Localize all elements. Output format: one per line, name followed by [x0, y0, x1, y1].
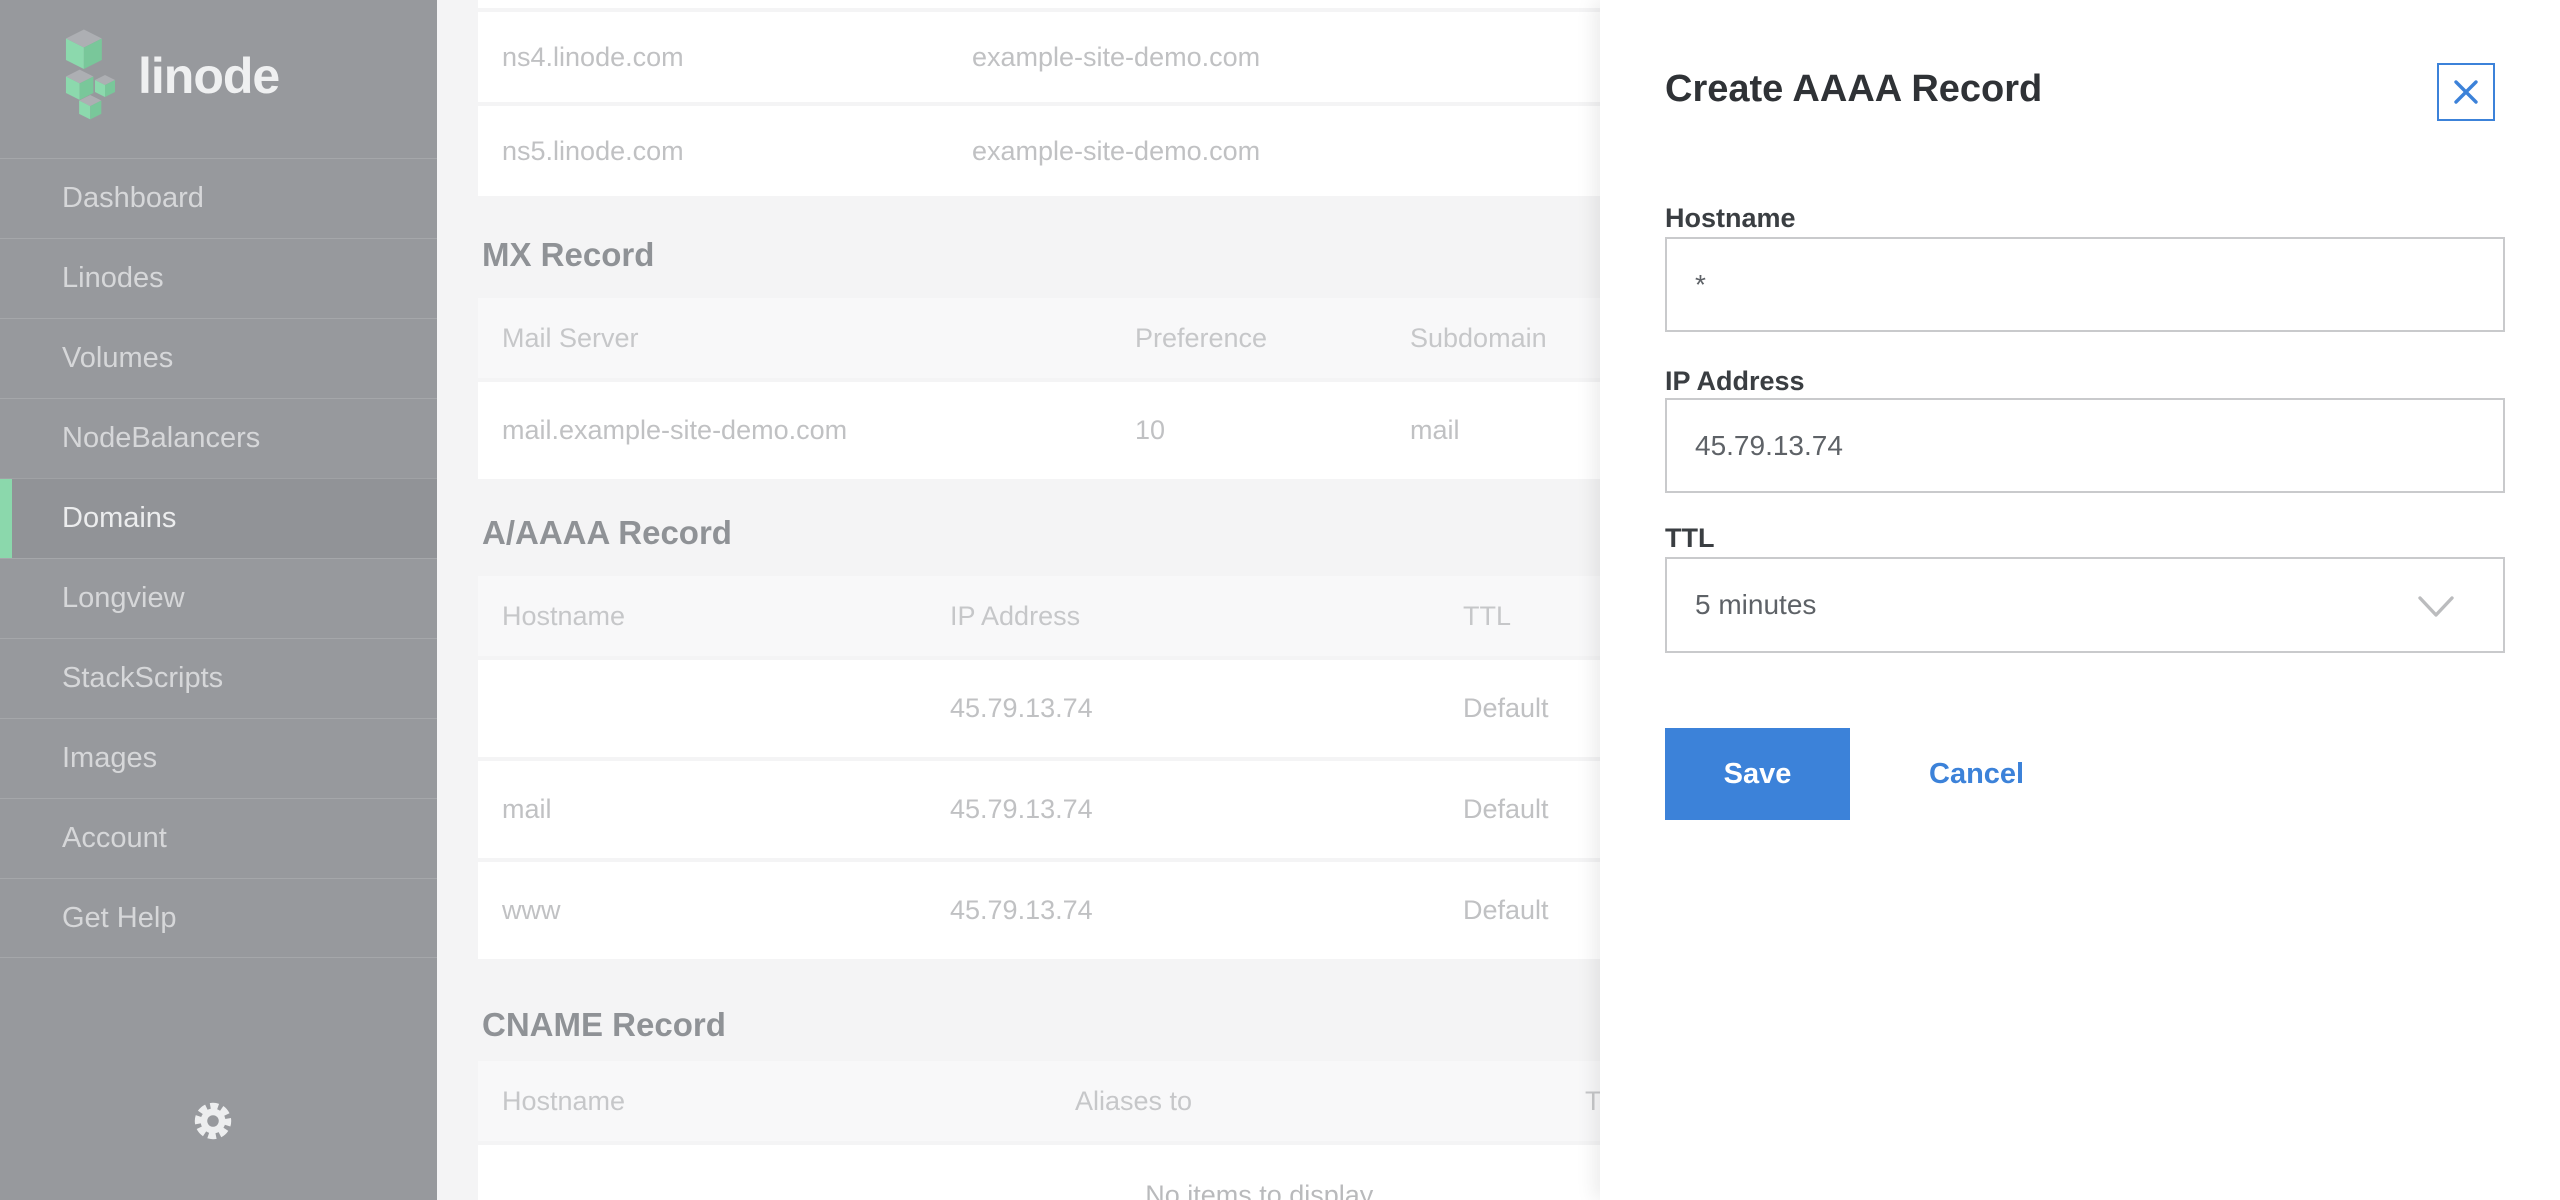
sidebar-item-label: Get Help	[62, 901, 177, 934]
sidebar-item-longview[interactable]: Longview	[0, 558, 437, 638]
a-ttl-cell: Default	[1463, 794, 1549, 824]
linode-cubes-icon	[65, 29, 116, 120]
sidebar-item-label: Account	[62, 822, 167, 854]
drawer-title: Create AAAA Record	[1665, 68, 2043, 110]
sidebar-item-label: Longview	[62, 582, 185, 614]
sidebar-item-label: Dashboard	[62, 182, 204, 214]
ttl-selected-value: 5 minutes	[1695, 589, 1817, 620]
mx-subdomain-cell: mail	[1410, 415, 1460, 445]
column-header: Subdomain	[1410, 322, 1547, 353]
column-header: Hostname	[502, 600, 626, 631]
sidebar-item-get-help[interactable]: Get Help	[0, 878, 437, 958]
column-header: IP Address	[950, 600, 1081, 631]
column-header: TTL	[1463, 600, 1512, 631]
active-indicator	[0, 479, 12, 558]
sidebar-item-label: Linodes	[62, 262, 164, 294]
sidebar-item-nodebalancers[interactable]: NodeBalancers	[0, 398, 437, 478]
a-ip-address-cell: 45.79.13.74	[950, 693, 1093, 723]
ns-name-server-cell: ns4.linode.com	[502, 41, 684, 72]
a-ip-address-cell: 45.79.13.74	[950, 895, 1093, 925]
a-hostname-cell: mail	[502, 794, 552, 824]
column-header: Preference	[1135, 322, 1268, 353]
empty-state-text: No items to display.	[1145, 1179, 1379, 1200]
ns-subdomain-cell: example-site-demo.com	[972, 41, 1261, 72]
hostname-input[interactable]	[1665, 237, 2505, 332]
mx-record-heading: MX Record	[482, 236, 655, 273]
a-aaaa-record-heading: A/AAAA Record	[482, 514, 732, 551]
ip-address-label: IP Address	[1665, 366, 1805, 396]
ip-address-input[interactable]	[1665, 398, 2505, 493]
settings-button[interactable]	[190, 1098, 236, 1144]
sidebar-item-label: StackScripts	[62, 662, 224, 694]
save-button[interactable]: Save	[1665, 728, 1850, 820]
brand-wordmark: linode	[138, 48, 280, 104]
a-ttl-cell: Default	[1463, 895, 1549, 925]
sidebar-item-label: Volumes	[62, 342, 174, 374]
cancel-button[interactable]: Cancel	[1923, 728, 2030, 820]
a-ttl-cell: Default	[1463, 693, 1549, 723]
cname-record-heading: CNAME Record	[482, 1006, 726, 1043]
sidebar-nav: Dashboard Linodes Volumes NodeBalancers …	[0, 158, 437, 958]
close-drawer-button[interactable]	[2437, 63, 2495, 121]
a-hostname-cell: www	[502, 895, 561, 925]
sidebar-item-label: Domains	[62, 502, 177, 534]
linode-logo[interactable]: linode	[48, 26, 280, 126]
sidebar-item-images[interactable]: Images	[0, 718, 437, 798]
sidebar-item-label: NodeBalancers	[62, 422, 261, 454]
sidebar: linode Dashboard Linodes Volumes NodeBal…	[0, 0, 437, 1200]
sidebar-item-dashboard[interactable]: Dashboard	[0, 158, 437, 238]
sidebar-item-stackscripts[interactable]: StackScripts	[0, 638, 437, 718]
close-icon	[2454, 80, 2478, 104]
column-header: Aliases to	[1075, 1085, 1193, 1116]
column-header: Mail Server	[502, 322, 639, 353]
column-header: Hostname	[502, 1085, 626, 1116]
ttl-label: TTL	[1665, 523, 1715, 553]
gear-icon	[194, 1102, 232, 1140]
a-ip-address-cell: 45.79.13.74	[950, 794, 1093, 824]
sidebar-item-domains[interactable]: Domains	[0, 478, 437, 558]
sidebar-item-volumes[interactable]: Volumes	[0, 318, 437, 398]
ns-subdomain-cell: example-site-demo.com	[972, 135, 1261, 166]
sidebar-item-account[interactable]: Account	[0, 798, 437, 878]
ns-name-server-cell: ns5.linode.com	[502, 135, 684, 166]
sidebar-item-label: Images	[62, 742, 158, 774]
cutoff-row	[478, 0, 2046, 8]
sidebar-item-linodes[interactable]: Linodes	[0, 238, 437, 318]
mx-preference-cell: 10	[1135, 415, 1166, 445]
create-aaaa-record-drawer: Create AAAA Record Hostname IP Address T…	[1600, 0, 2560, 1200]
hostname-label: Hostname	[1665, 203, 1796, 233]
mx-mail-server-cell: mail.example-site-demo.com	[502, 415, 848, 445]
ttl-select[interactable]: 5 minutes	[1665, 557, 2505, 653]
chevron-down-icon	[2418, 596, 2454, 617]
